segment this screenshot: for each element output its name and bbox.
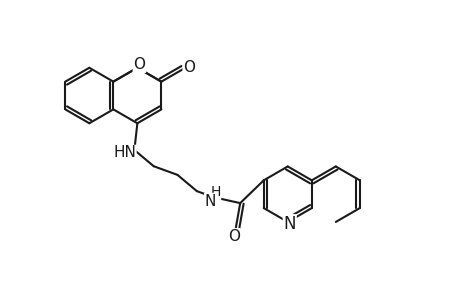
Text: O: O: [227, 229, 239, 244]
Text: HN: HN: [113, 146, 135, 160]
Text: O: O: [183, 59, 195, 74]
Text: O: O: [133, 57, 145, 72]
Text: H: H: [210, 185, 220, 199]
Text: N: N: [283, 215, 295, 233]
Text: N: N: [204, 194, 216, 208]
